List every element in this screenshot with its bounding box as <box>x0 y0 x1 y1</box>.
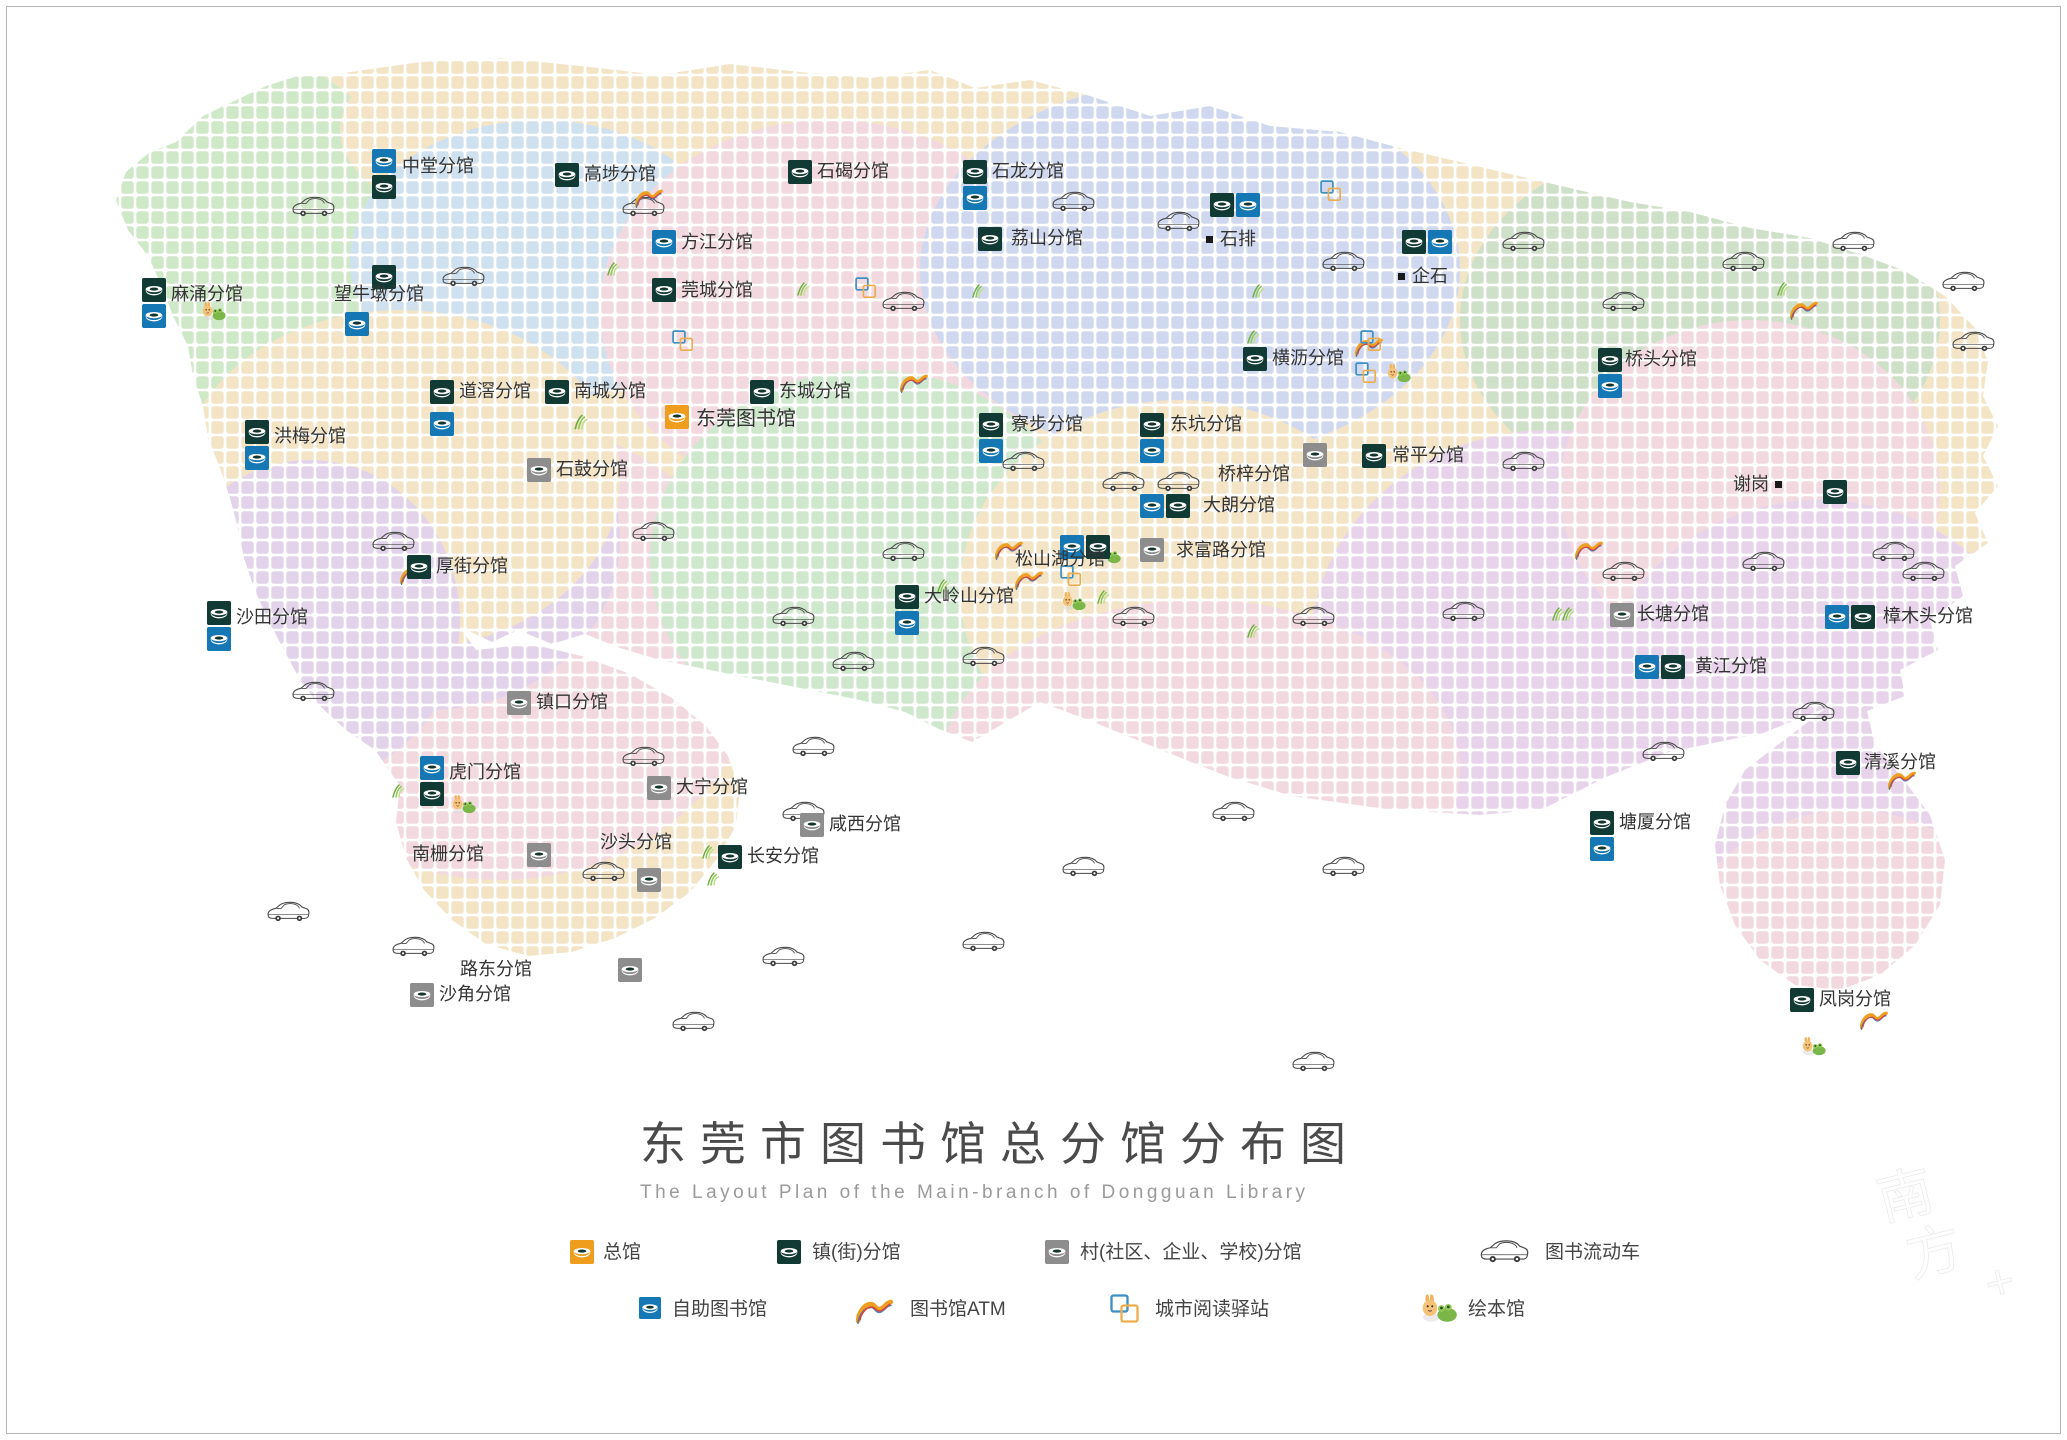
svg-text:塘厦分馆: 塘厦分馆 <box>1619 812 1691 832</box>
svg-text:镇口分馆: 镇口分馆 <box>536 692 608 712</box>
svg-text:桥头分馆: 桥头分馆 <box>1625 349 1697 369</box>
svg-text:大宁分馆: 大宁分馆 <box>676 777 748 797</box>
svg-text:清溪分馆: 清溪分馆 <box>1864 752 1936 772</box>
svg-text:道滘分馆: 道滘分馆 <box>459 381 531 401</box>
svg-text:凤岗分馆: 凤岗分馆 <box>1819 989 1891 1009</box>
svg-text:大岭山分馆: 大岭山分馆 <box>924 586 1014 606</box>
svg-text:大朗分馆: 大朗分馆 <box>1203 495 1275 515</box>
svg-text:中堂分馆: 中堂分馆 <box>402 156 474 176</box>
svg-text:长安分馆: 长安分馆 <box>747 846 819 866</box>
svg-text:石鼓分馆: 石鼓分馆 <box>556 459 628 479</box>
svg-text:常平分馆: 常平分馆 <box>1392 445 1464 465</box>
svg-text:桥梓分馆: 桥梓分馆 <box>1218 464 1290 484</box>
svg-text:南栅分馆: 南栅分馆 <box>412 844 484 864</box>
svg-text:厚街分馆: 厚街分馆 <box>436 556 508 576</box>
svg-text:虎门分馆: 虎门分馆 <box>449 762 521 782</box>
svg-text:咸西分馆: 咸西分馆 <box>829 814 901 834</box>
svg-text:望牛墩分馆: 望牛墩分馆 <box>334 284 424 304</box>
svg-text:石龙分馆: 石龙分馆 <box>992 161 1064 181</box>
svg-text:沙头分馆: 沙头分馆 <box>600 832 672 852</box>
svg-text:+: + <box>1979 1252 2020 1312</box>
svg-text:横沥分馆: 横沥分馆 <box>1272 348 1344 368</box>
svg-text:沙角分馆: 沙角分馆 <box>439 984 511 1004</box>
svg-text:荔山分馆: 荔山分馆 <box>1011 228 1083 248</box>
svg-text:樟木头分馆: 樟木头分馆 <box>1883 606 1973 626</box>
svg-text:石排: 石排 <box>1220 229 1256 249</box>
svg-text:黄江分馆: 黄江分馆 <box>1695 656 1767 676</box>
svg-text:企石: 企石 <box>1412 266 1448 286</box>
svg-text:石碣分馆: 石碣分馆 <box>817 161 889 181</box>
svg-text:南城分馆: 南城分馆 <box>574 381 646 401</box>
svg-text:松山湖分馆: 松山湖分馆 <box>1015 549 1105 569</box>
svg-text:沙田分馆: 沙田分馆 <box>236 607 308 627</box>
svg-text:方江分馆: 方江分馆 <box>681 232 753 252</box>
svg-text:莞城分馆: 莞城分馆 <box>681 280 753 300</box>
svg-text:麻涌分馆: 麻涌分馆 <box>171 284 243 304</box>
svg-text:谢岗: 谢岗 <box>1733 474 1769 494</box>
svg-text:路东分馆: 路东分馆 <box>460 959 532 979</box>
svg-text:求富路分馆: 求富路分馆 <box>1176 540 1266 560</box>
svg-text:东莞图书馆: 东莞图书馆 <box>696 407 796 430</box>
svg-text:高埗分馆: 高埗分馆 <box>584 164 656 184</box>
svg-text:方: 方 <box>1900 1215 1968 1288</box>
svg-text:东坑分馆: 东坑分馆 <box>1170 414 1242 434</box>
svg-text:寮步分馆: 寮步分馆 <box>1011 414 1083 434</box>
svg-text:东城分馆: 东城分馆 <box>779 381 851 401</box>
svg-text:长塘分馆: 长塘分馆 <box>1637 604 1709 624</box>
svg-text:洪梅分馆: 洪梅分馆 <box>274 426 346 446</box>
